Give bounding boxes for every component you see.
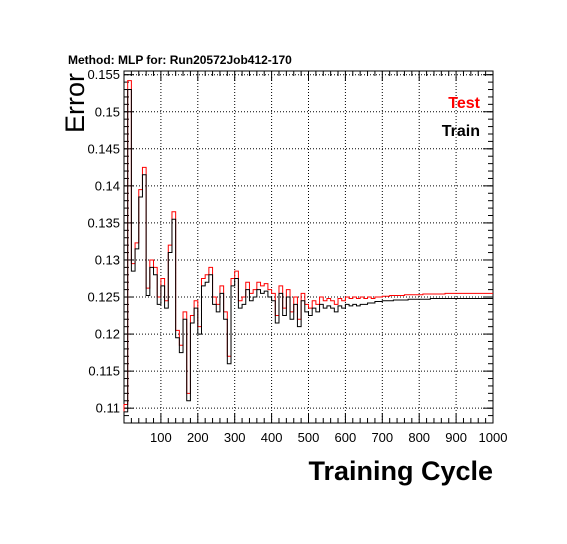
y-tick-label: 0.13	[95, 252, 120, 267]
plot-frame	[123, 70, 494, 424]
y-tick-label: 0.11	[96, 401, 120, 416]
x-tick-label: 900	[445, 430, 467, 445]
x-tick-label: 100	[150, 430, 172, 445]
y-tick-label: 0.115	[88, 364, 120, 379]
x-tick-label: 500	[298, 430, 320, 445]
chart-title: Method: MLP for: Run20572Job412-170	[68, 53, 292, 67]
legend: Test Train	[442, 95, 481, 140]
x-axis-label: Training Cycle	[308, 456, 493, 486]
series-group	[123, 80, 493, 423]
legend-entry-test: Test	[448, 95, 480, 112]
y-tick-label: 0.145	[87, 141, 120, 156]
y-tick-label: 0.14	[95, 178, 120, 193]
x-tick-label: 200	[187, 430, 209, 445]
y-tick-label: 0.15	[95, 104, 120, 119]
x-tick-label: 300	[224, 430, 246, 445]
grid	[124, 71, 494, 423]
legend-entry-train: Train	[442, 123, 480, 140]
x-tick-label: 1000	[479, 430, 508, 445]
y-axis-label: Error	[60, 73, 90, 133]
y-tick-label: 0.135	[87, 215, 120, 230]
y-tick-label: 0.12	[95, 327, 120, 342]
series-line-train	[123, 89, 493, 423]
y-tick-label: 0.155	[87, 67, 120, 82]
y-tick-label: 0.125	[87, 290, 120, 305]
x-tick-label: 400	[261, 430, 283, 445]
x-tick-label: 600	[335, 430, 357, 445]
x-tick-label: 800	[408, 430, 430, 445]
x-tick-label: 700	[371, 430, 393, 445]
axis-ticks: 100 200 300 400 500 600 700 800 900 1000 0.11 0.115…	[87, 67, 507, 445]
